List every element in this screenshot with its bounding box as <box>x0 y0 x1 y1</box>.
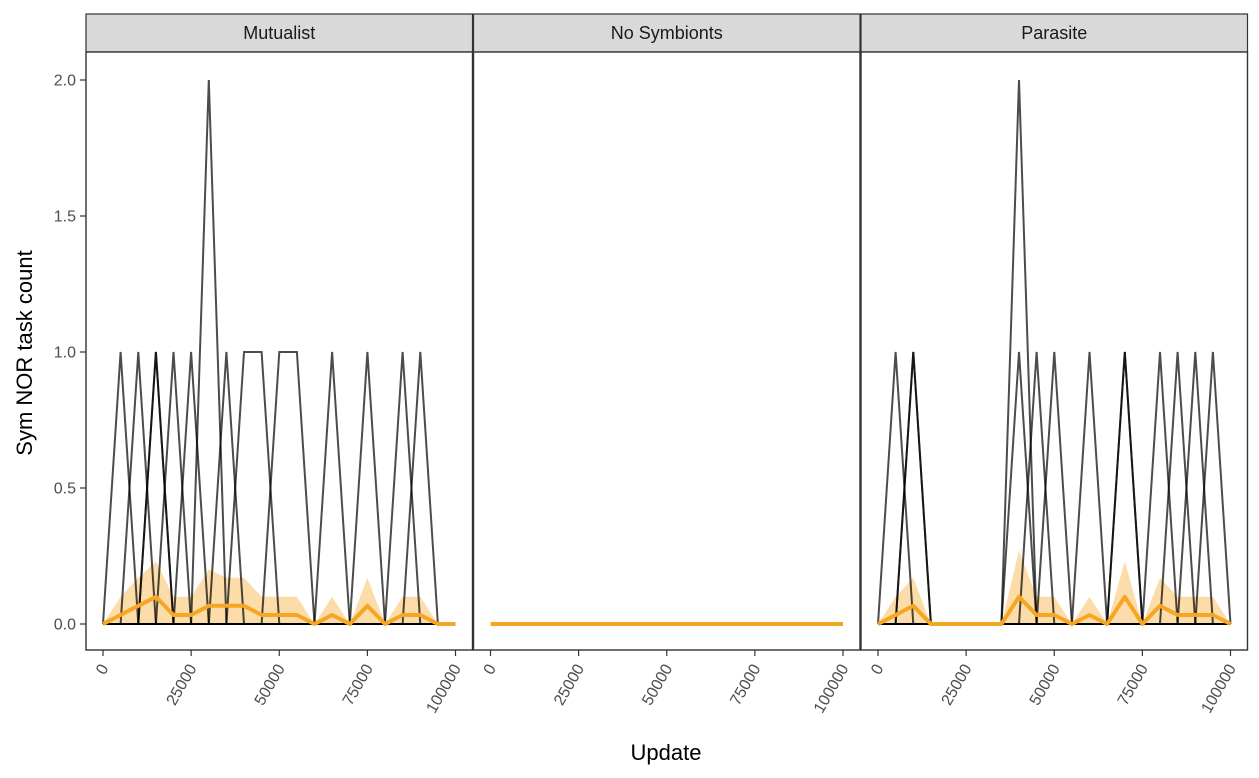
facet-mutualist: Mutualist 0 25000 50000 75000 100000 <box>85 13 474 716</box>
x-axis-title: Update <box>631 740 702 765</box>
panel-background <box>861 52 1248 650</box>
x-tick-label: 75000 <box>727 661 764 708</box>
x-tick-label: 25000 <box>551 661 588 708</box>
x-tick-label: 100000 <box>1199 661 1240 716</box>
x-tick-label: 100000 <box>424 661 465 716</box>
x-tick-label: 75000 <box>340 661 377 708</box>
facet-no-symbionts: No Symbionts 0 25000 50000 75000 100000 <box>472 13 861 716</box>
x-tick-label: 100000 <box>811 661 852 716</box>
facet-strip-label: Mutualist <box>243 23 315 43</box>
x-tick-label: 75000 <box>1115 661 1152 708</box>
panel-background <box>473 52 860 650</box>
y-tick-label: 0.0 <box>54 617 76 634</box>
facet-strip <box>860 13 1249 53</box>
y-tick-label: 1.5 <box>54 209 76 226</box>
x-tick-label: 50000 <box>252 661 289 708</box>
x-tick-label: 50000 <box>1027 661 1064 708</box>
y-tick-label: 1.0 <box>54 345 76 362</box>
y-axis-title: Sym NOR task count <box>12 250 37 455</box>
x-tick-label: 25000 <box>164 661 201 708</box>
mean-line <box>877 594 1232 626</box>
x-tick-label: 0 <box>481 661 500 677</box>
y-axis: 0.0 0.5 1.0 1.5 2.0 <box>54 73 86 634</box>
facet-parasite: Parasite 0 25000 50000 75000 100000 <box>860 13 1249 716</box>
y-tick-label: 2.0 <box>54 73 76 90</box>
x-tick-label: 25000 <box>939 661 976 708</box>
y-tick-label: 0.5 <box>54 481 76 498</box>
facet-strip <box>472 13 861 53</box>
x-tick-label: 50000 <box>639 661 676 708</box>
mean-line <box>102 594 456 626</box>
facet-strip-label: Parasite <box>1021 23 1087 43</box>
facet-strip-label: No Symbionts <box>611 23 723 43</box>
facet-strip <box>85 13 474 53</box>
x-tick-label: 0 <box>868 661 887 677</box>
x-tick-label: 0 <box>93 661 112 677</box>
